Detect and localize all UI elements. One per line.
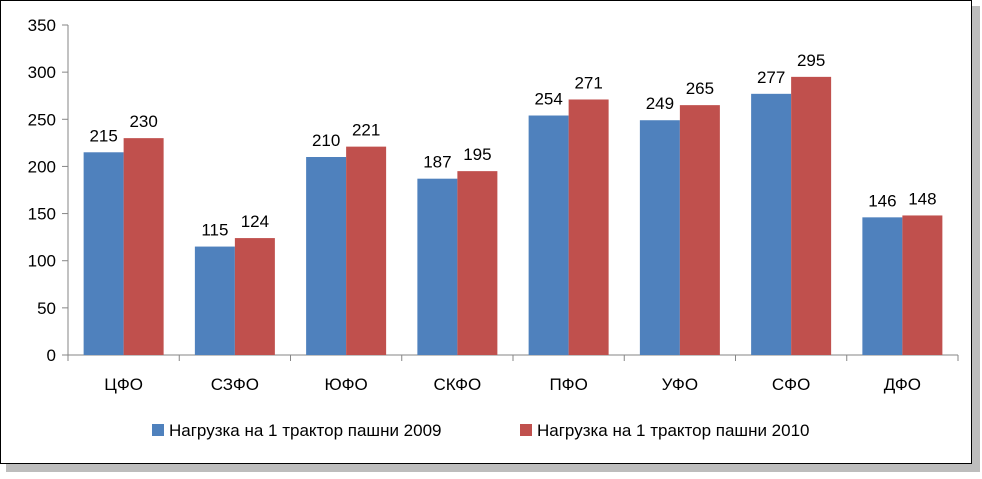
y-tick-label: 0 [47,346,56,365]
data-label: 115 [201,221,228,240]
legend-swatch-1 [152,424,164,436]
bar-series-2 [568,99,609,355]
bar-series-1 [862,217,903,355]
data-label: 221 [352,121,380,140]
x-category-label: СЗФО [211,375,259,394]
bar-series-2 [123,138,164,355]
data-label: 124 [241,212,269,231]
bar-series-2 [791,76,832,355]
legend: Нагрузка на 1 трактор пашни 2009 Нагрузка… [152,421,810,440]
y-tick-label: 250 [28,110,56,129]
plot-area: 0 50 100 150 200 250 300 350 ЦФО 215 230 СЗФО 115 124… [28,16,959,394]
bar-series-1 [417,178,458,355]
x-category-label: ПФО [549,375,587,394]
bar-series-2 [234,238,275,355]
bar-series-1 [639,120,680,355]
data-label: 148 [908,189,936,208]
y-tick-label: 300 [28,63,56,82]
data-label: 265 [686,79,714,98]
x-category-label: СФО [772,375,810,394]
y-tick-label: 100 [28,252,56,271]
bar-series-2 [679,105,720,356]
y-tick-label: 350 [28,16,56,35]
data-label: 254 [534,90,562,109]
data-label: 230 [129,112,157,131]
data-label: 215 [89,126,117,145]
y-tick-label: 50 [37,299,56,318]
data-label: 295 [797,51,825,70]
bar-series-1 [306,157,347,355]
bar-series-1 [751,93,792,355]
legend-label-2: Нагрузка на 1 трактор пашни 2010 [537,421,810,440]
bar-series-1 [83,152,124,355]
y-tick-label: 150 [28,205,56,224]
x-category-label: ДФО [884,375,921,394]
bar-series-2 [902,215,943,355]
data-label: 277 [757,68,785,87]
data-label: 271 [574,73,602,92]
data-label: 146 [868,191,896,210]
x-category-label: ЦФО [104,375,143,394]
bar-series-2 [457,171,498,355]
data-label: 249 [646,94,674,113]
y-tick-label: 200 [28,157,56,176]
x-category-label: ЮФО [324,375,367,394]
bar-series-1 [528,115,569,355]
chart-shadow-bottom [6,464,980,472]
legend-swatch-2 [520,424,532,436]
legend-label-1: Нагрузка на 1 трактор пашни 2009 [169,421,442,440]
x-category-label: СКФО [434,375,482,394]
chart-shadow-right [972,6,980,472]
x-category-label: УФО [662,375,698,394]
bar-series-1 [194,246,235,355]
bar-series-2 [346,146,387,355]
data-label: 187 [423,153,451,172]
data-label: 210 [312,131,340,150]
data-label: 195 [463,145,491,164]
